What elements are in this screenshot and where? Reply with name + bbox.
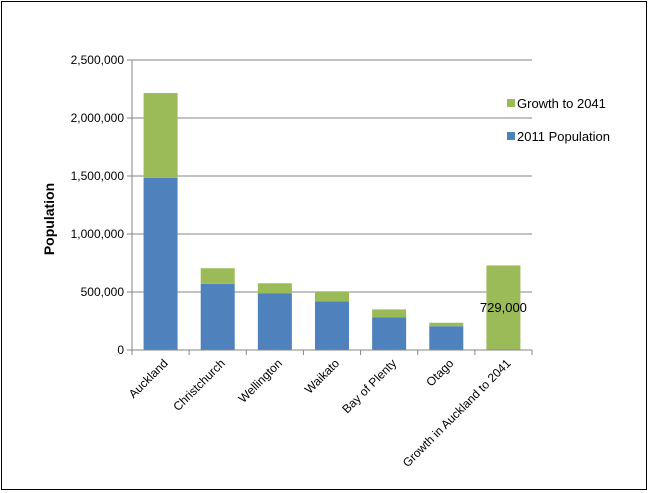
axes bbox=[131, 60, 532, 351]
bar-2011-population-christchurch bbox=[200, 283, 235, 350]
legend-label: Growth to 2041 bbox=[517, 96, 606, 111]
gridlines bbox=[132, 59, 532, 293]
legend-swatch bbox=[507, 99, 515, 107]
y-tick-label: 1,000,000 bbox=[71, 227, 125, 241]
bar-2011-population-otago bbox=[429, 326, 464, 350]
x-tick-label: Bay of Plenty bbox=[339, 356, 399, 416]
bars bbox=[143, 93, 521, 350]
bar-growth-to-2041-christchurch bbox=[200, 268, 235, 284]
bar-growth-to-2041-wellington bbox=[257, 283, 292, 294]
legend-swatch bbox=[507, 132, 515, 140]
x-axis-ticks: Auckland Christchurch Wellington WaikatoBay… bbox=[126, 350, 533, 470]
bar-growth-to-2041-auckland bbox=[143, 93, 178, 178]
bar-growth-to-2041-growth-in-auckland-to-2041 bbox=[486, 265, 521, 350]
x-tick-label: Christchurch bbox=[170, 356, 228, 414]
x-tick-label: Auckland bbox=[126, 356, 171, 401]
y-tick-label: 0 bbox=[117, 343, 124, 357]
legend: Growth to 2041 2011 Population bbox=[507, 96, 610, 144]
bar-2011-population-bay-of-plenty bbox=[372, 317, 407, 350]
annotations: 729,000 bbox=[480, 300, 527, 315]
bar-2011-population-auckland bbox=[143, 177, 178, 350]
bar-growth-to-2041-otago bbox=[429, 322, 464, 327]
bar-growth-to-2041-bay-of-plenty bbox=[372, 309, 407, 318]
x-tick-label: Wellington bbox=[236, 356, 285, 405]
x-tick-label: Growth in Auckland to 2041 bbox=[400, 356, 514, 470]
x-tick-label: Otago bbox=[423, 356, 456, 389]
y-tick-label: 1,500,000 bbox=[71, 169, 125, 183]
bar-2011-population-waikato bbox=[315, 301, 349, 350]
y-tick-label: 2,500,000 bbox=[71, 53, 125, 67]
y-tick-label: 500,000 bbox=[81, 285, 125, 299]
bar-growth-to-2041-waikato bbox=[315, 292, 349, 302]
legend-label: 2011 Population bbox=[517, 129, 610, 144]
x-tick-label: Waikato bbox=[302, 356, 342, 396]
data-label: 729,000 bbox=[480, 300, 527, 315]
bar-2011-population-wellington bbox=[257, 293, 292, 350]
y-tick-label: 2,000,000 bbox=[71, 111, 125, 125]
y-axis-label: Population bbox=[41, 183, 57, 255]
y-axis-ticks: 0 500,000 1,000,000 1,500,000 2,000,000 2,500… bbox=[71, 53, 132, 357]
